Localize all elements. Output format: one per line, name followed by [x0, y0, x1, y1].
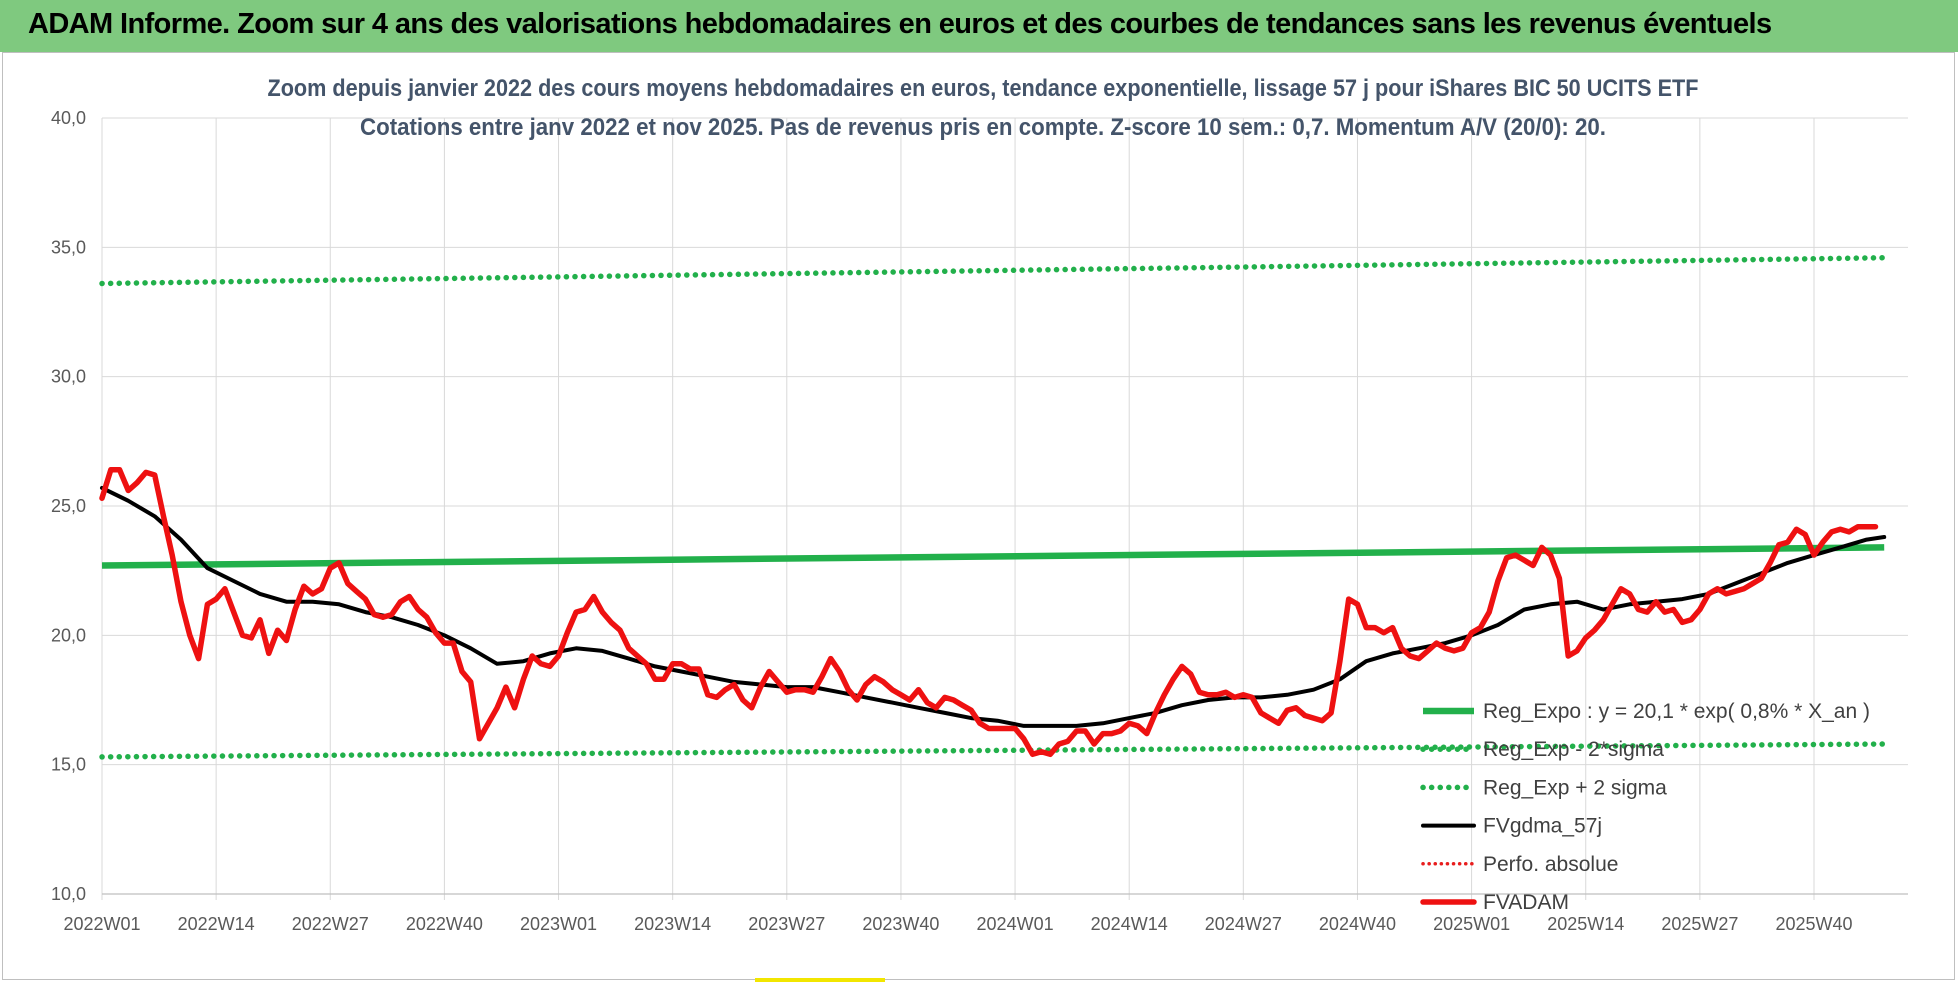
series-line-fvgdma_57j: [100, 485, 1887, 728]
x-tick-label: 2022W27: [292, 914, 369, 934]
x-tick-label: 2022W01: [63, 914, 140, 934]
y-tick-label: 30,0: [51, 367, 86, 387]
series-line-reg_expo: [101, 544, 1885, 569]
chart-title-line-2: Cotations entre janv 2022 et nov 2025. P…: [360, 114, 1606, 141]
x-tick-label: 2025W01: [1433, 914, 1510, 934]
legend-entry: FVgdma_57j: [1483, 815, 1602, 838]
series-lines: [99, 254, 1887, 760]
x-tick-label: 2025W40: [1775, 914, 1852, 934]
series-line-fvadam: [99, 467, 1879, 758]
y-tick-label: 20,0: [51, 625, 86, 645]
banner-title: ADAM Informe. Zoom sur 4 ans des valoris…: [28, 8, 1772, 40]
line-chart: Zoom depuis janvier 2022 des cours moyen…: [51, 75, 1908, 934]
chart-area: Zoom depuis janvier 2022 des cours moyen…: [2, 52, 1955, 980]
legend-entry: FVADAM: [1483, 891, 1569, 914]
x-tick-label: 2023W40: [862, 914, 939, 934]
legend-entry: Reg_Exp - 2*sigma: [1483, 738, 1664, 761]
x-tick-label: 2023W14: [634, 914, 711, 934]
x-tick-label: 2024W27: [1205, 914, 1282, 934]
x-tick-label: 2024W40: [1319, 914, 1396, 934]
x-axis: 2022W01 2022W14 2022W27 2022W40 2023W01 2023W…: [63, 914, 1852, 934]
chart-title-line-1: Zoom depuis janvier 2022 des cours moyen…: [268, 75, 1699, 102]
highlight-mark: [755, 978, 885, 982]
y-tick-label: 10,0: [51, 884, 86, 904]
y-tick-label: 25,0: [51, 496, 86, 516]
grid-lines: [101, 117, 1908, 900]
x-tick-label: 2022W40: [406, 914, 483, 934]
x-tick-label: 2025W14: [1547, 914, 1624, 934]
y-axis: 10,0 15,0 20,0 25,0 30,0 35,0 40,0: [51, 108, 86, 904]
x-tick-label: 2024W01: [977, 914, 1054, 934]
x-tick-label: 2024W14: [1091, 914, 1168, 934]
legend-entry: Perfo. absolue: [1483, 853, 1618, 876]
x-tick-label: 2022W14: [178, 914, 255, 934]
x-tick-label: 2025W27: [1661, 914, 1738, 934]
y-tick-label: 35,0: [51, 237, 86, 257]
legend-entry: Reg_Expo : y = 20,1 * exp( 0,8% * X_an ): [1483, 700, 1870, 723]
legend-entry: Reg_Exp + 2 sigma: [1483, 776, 1667, 799]
y-tick-label: 40,0: [51, 108, 86, 128]
header-banner: ADAM Informe. Zoom sur 4 ans des valoris…: [0, 0, 1958, 52]
legend: Reg_Expo : y = 20,1 * exp( 0,8% * X_an )…: [1420, 700, 1870, 914]
chart-title: Zoom depuis janvier 2022 des cours moyen…: [268, 75, 1699, 141]
x-tick-label: 2023W01: [520, 914, 597, 934]
series-line-reg_exp: [99, 254, 1887, 287]
x-tick-label: 2023W27: [748, 914, 825, 934]
series-line-reg_exp: [99, 741, 1887, 760]
y-tick-label: 15,0: [51, 755, 86, 775]
